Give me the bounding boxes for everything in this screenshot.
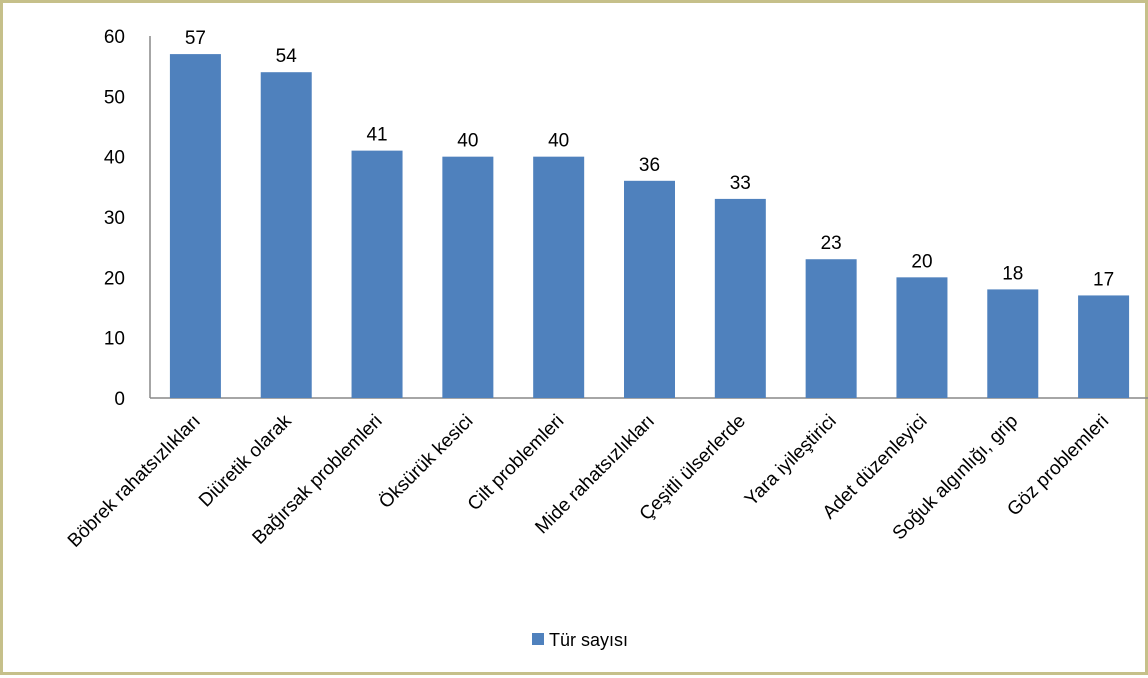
- y-tick-label: 60: [104, 27, 125, 48]
- data-label: 33: [730, 173, 751, 194]
- data-labels: 57 54 41 40 40 36 33 23 20 18 17: [185, 28, 1114, 290]
- category-label: Yara iyileştirici: [741, 411, 841, 511]
- data-label: 17: [1093, 269, 1114, 290]
- data-label: 40: [457, 131, 478, 152]
- y-tick-label: 20: [104, 268, 125, 289]
- bars: [169, 54, 1130, 398]
- category-label: Öksürük kesici: [375, 411, 477, 513]
- bar: [896, 277, 948, 398]
- legend-swatch: [532, 633, 544, 645]
- y-tick-label: 40: [104, 148, 125, 169]
- category-label: Cilt problemleri: [464, 411, 568, 515]
- legend-label: Tür sayısı: [549, 630, 628, 650]
- data-label: 20: [911, 251, 932, 272]
- y-axis-ticks: 0 10 20 30 40 50 60: [104, 27, 125, 410]
- bar: [351, 150, 403, 398]
- y-tick-label: 50: [104, 87, 125, 108]
- data-label: 18: [1002, 263, 1023, 284]
- category-label: Diüretik olarak: [195, 410, 296, 511]
- bar: [987, 289, 1039, 398]
- bar: [169, 54, 221, 398]
- category-label: Böbrek rahatsızlıkları: [64, 411, 205, 552]
- bar: [533, 156, 585, 398]
- data-label: 41: [366, 125, 387, 146]
- y-tick-label: 10: [104, 329, 125, 350]
- data-label: 57: [185, 28, 206, 49]
- data-label: 23: [821, 233, 842, 254]
- data-label: 36: [639, 155, 660, 176]
- legend: Tür sayısı: [532, 630, 628, 650]
- data-label: 54: [276, 46, 298, 67]
- bar: [260, 72, 312, 398]
- bar: [442, 156, 494, 398]
- bar-chart: 0 10 20 30 40 50 60 57 54 41 40 40 36 33 23 20 18 17 Böb…: [64, 27, 1148, 650]
- y-tick-label: 0: [114, 389, 125, 410]
- data-label: 40: [548, 131, 569, 152]
- bar: [714, 198, 766, 398]
- bar: [624, 180, 675, 398]
- bar: [805, 259, 857, 398]
- y-tick-label: 30: [104, 208, 125, 229]
- bar: [1078, 295, 1130, 398]
